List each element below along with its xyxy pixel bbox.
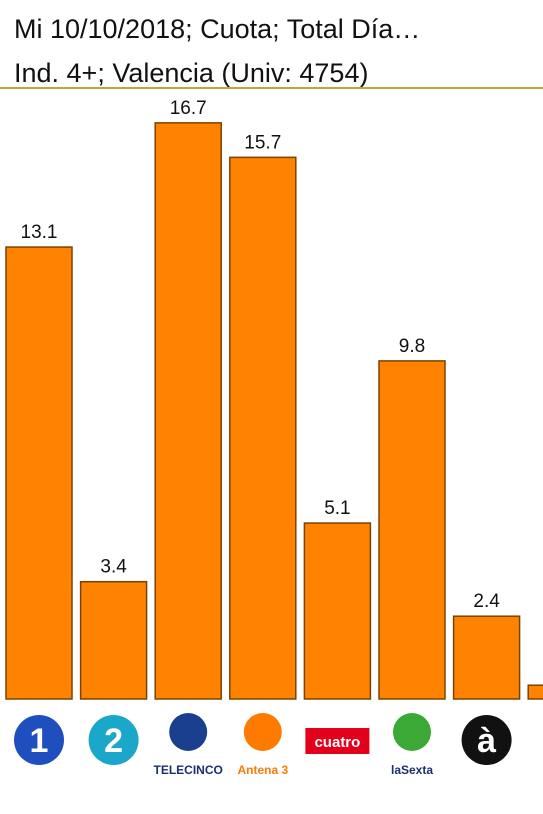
divider <box>0 87 543 89</box>
x-tick-label: 1 <box>30 722 49 760</box>
x-tick-label: à <box>477 722 496 760</box>
x-tick-label: TELECINCO <box>154 763 223 777</box>
bar <box>5 246 73 700</box>
bar <box>229 156 297 700</box>
x-tick-label: 2 <box>104 722 123 760</box>
bar <box>79 580 148 700</box>
channel-logo <box>305 728 370 754</box>
bar <box>378 360 446 700</box>
value-label: 2.4 <box>473 591 500 612</box>
value-label: 13.1 <box>21 222 58 243</box>
bar <box>452 615 521 700</box>
channel-logo <box>393 713 431 751</box>
bar <box>303 522 372 700</box>
subtitle: Ind. 4+; Valencia (Univ: 4754) <box>14 58 369 88</box>
channel-logo <box>243 713 282 751</box>
bar <box>527 684 543 700</box>
value-label: 3.4 <box>100 557 127 578</box>
channel-logo <box>14 715 64 765</box>
x-tick-label: cuatro <box>314 734 360 751</box>
channel-logo <box>88 715 139 765</box>
value-label: 15.7 <box>244 132 281 153</box>
x-tick-label: laSexta <box>391 763 433 777</box>
value-label: 16.7 <box>170 98 207 119</box>
value-label: 5.1 <box>324 498 350 519</box>
channel-logo <box>461 715 512 765</box>
value-label: 9.8 <box>399 336 425 357</box>
title: Mi 10/10/2018; Cuota; Total Día… <box>14 14 421 44</box>
bar <box>154 122 222 700</box>
channel-logo <box>169 713 208 751</box>
x-tick-label: Antena 3 <box>237 763 288 777</box>
